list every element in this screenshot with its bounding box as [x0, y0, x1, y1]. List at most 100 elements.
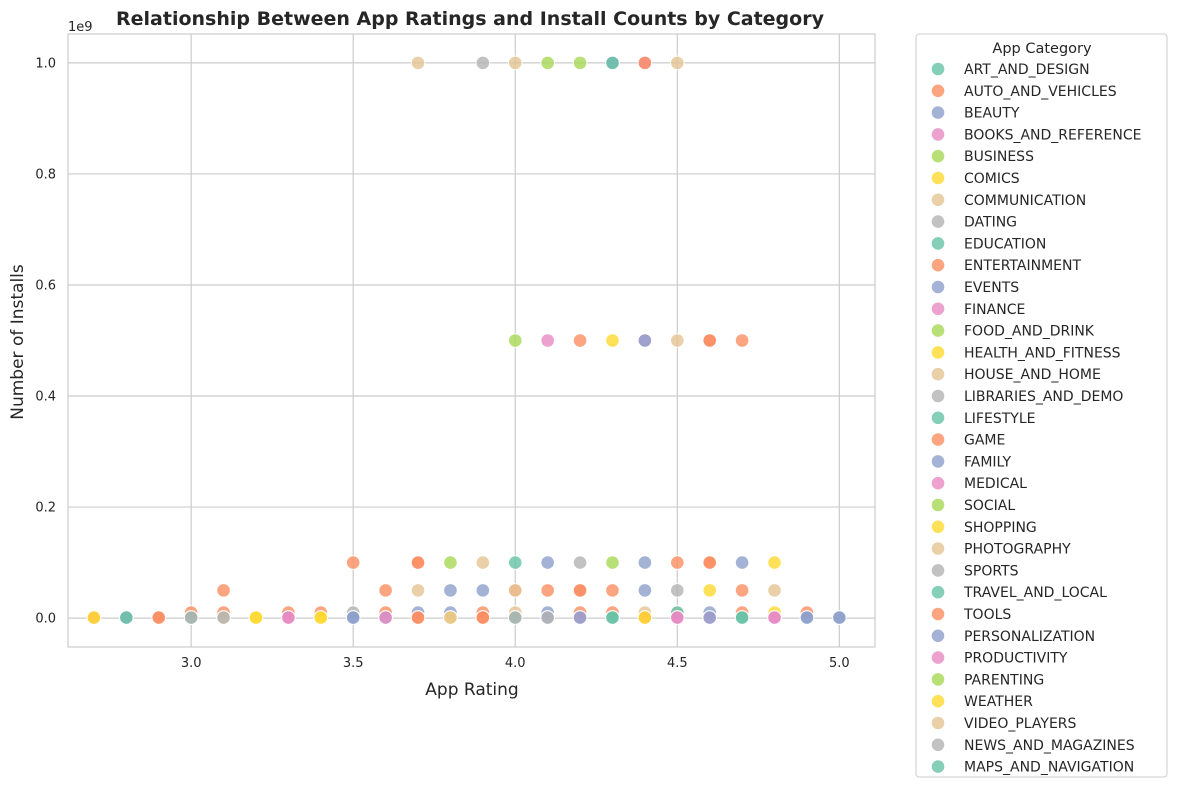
data-point: [637, 555, 653, 570]
data-point: [378, 583, 393, 598]
data-point: [572, 583, 588, 598]
legend-label: ART_AND_DESIGN: [964, 62, 1090, 78]
legend-marker: [930, 672, 946, 687]
data-point: [119, 610, 134, 625]
legend-label: DATING: [964, 215, 1017, 231]
data-point: [183, 610, 199, 625]
data-point: [670, 55, 685, 71]
data-point: [507, 555, 523, 570]
legend-marker: [930, 584, 946, 600]
y-tick-label: 1.0: [35, 56, 56, 71]
legend-marker: [930, 628, 946, 644]
data-point: [605, 333, 620, 348]
data-point: [734, 333, 750, 348]
data-point: [637, 610, 653, 625]
legend-label: LIFESTYLE: [964, 411, 1035, 427]
data-point: [767, 583, 782, 598]
legend-marker: [930, 192, 946, 208]
data-point: [345, 610, 361, 625]
legend-label: MEDICAL: [964, 476, 1027, 492]
x-tick-label: 4.5: [667, 656, 688, 671]
legend-marker: [930, 257, 946, 273]
legend-title: App Category: [992, 41, 1092, 57]
data-point: [475, 55, 491, 71]
legend-marker: [930, 693, 946, 709]
x-axis-ticks: 3.0 3.5 4.0 4.5 5.0: [181, 656, 850, 671]
data-point: [443, 555, 458, 570]
data-point: [443, 610, 458, 625]
legend-label: HOUSE_AND_HOME: [964, 367, 1101, 383]
legend-label: LIBRARIES_AND_DEMO: [964, 389, 1123, 405]
legend-label: SHOPPING: [964, 520, 1037, 536]
data-point: [605, 55, 620, 71]
data-point: [572, 610, 588, 625]
legend-label: TOOLS: [963, 607, 1011, 623]
legend-label: PRODUCTIVITY: [964, 651, 1068, 667]
legend-label: PARENTING: [964, 672, 1044, 688]
legend-marker: [930, 345, 946, 360]
data-point: [702, 583, 718, 598]
data-point: [670, 583, 685, 598]
legend-marker: [930, 236, 946, 251]
data-point: [637, 55, 653, 71]
legend-label: BEAUTY: [964, 106, 1020, 122]
legend-marker: [930, 432, 946, 447]
legend-label: VIDEO_PLAYERS: [964, 716, 1077, 732]
data-point: [410, 555, 426, 570]
x-tick-label: 3.0: [181, 656, 202, 671]
legend-label: ENTERTAINMENT: [964, 258, 1081, 274]
data-point: [799, 610, 815, 625]
data-point: [605, 583, 620, 598]
legend-label: WEATHER: [964, 694, 1033, 710]
data-point: [734, 555, 750, 570]
legend: App Category ART_AND_DESIGN AUTO_AND_VEHI…: [915, 33, 1168, 778]
data-point: [248, 610, 264, 625]
legend-marker: [930, 61, 946, 77]
legend-label: GAME: [964, 433, 1005, 449]
data-point: [86, 610, 102, 625]
data-point: [507, 610, 523, 625]
data-point: [281, 610, 296, 625]
data-point: [572, 333, 588, 348]
data-point: [572, 55, 588, 71]
legend-box: [915, 33, 1168, 778]
legend-marker: [930, 454, 946, 469]
data-point: [670, 555, 685, 570]
legend-marker: [930, 388, 946, 404]
data-point: [443, 583, 458, 598]
data-point: [734, 610, 750, 625]
data-point: [637, 583, 653, 598]
y-tick-label: 0.2: [35, 501, 56, 516]
legend-marker: [930, 475, 946, 491]
legend-label: FAMILY: [964, 454, 1011, 470]
data-point: [670, 610, 685, 625]
data-point: [507, 583, 523, 598]
y-tick-label: 0.8: [35, 167, 56, 182]
data-point: [410, 55, 426, 71]
legend-marker: [930, 214, 946, 229]
grid: [68, 34, 875, 647]
legend-label: EDUCATION: [964, 236, 1046, 252]
legend-marker: [930, 759, 946, 774]
y-tick-label: 0.6: [35, 278, 56, 293]
legend-marker: [930, 366, 946, 382]
data-point: [378, 610, 393, 625]
data-point: [767, 555, 782, 570]
data-point: [151, 610, 167, 625]
data-point: [540, 583, 555, 598]
legend-marker: [930, 301, 946, 317]
legend-marker: [930, 148, 946, 164]
legend-label: BUSINESS: [964, 149, 1034, 165]
legend-label: SOCIAL: [964, 498, 1015, 514]
data-point: [832, 610, 847, 625]
y-axis-ticks: 0.0 0.2 0.4 0.6 0.8 1.0: [35, 56, 56, 626]
legend-marker: [930, 323, 946, 338]
data-point: [734, 583, 750, 598]
data-point: [702, 333, 718, 348]
legend-label: COMICS: [964, 171, 1020, 187]
chart-title: Relationship Between App Ratings and Ins…: [116, 8, 825, 30]
data-point: [507, 55, 523, 71]
legend-label: FOOD_AND_DRINK: [964, 324, 1095, 340]
legend-label: MAPS_AND_NAVIGATION: [964, 760, 1134, 776]
